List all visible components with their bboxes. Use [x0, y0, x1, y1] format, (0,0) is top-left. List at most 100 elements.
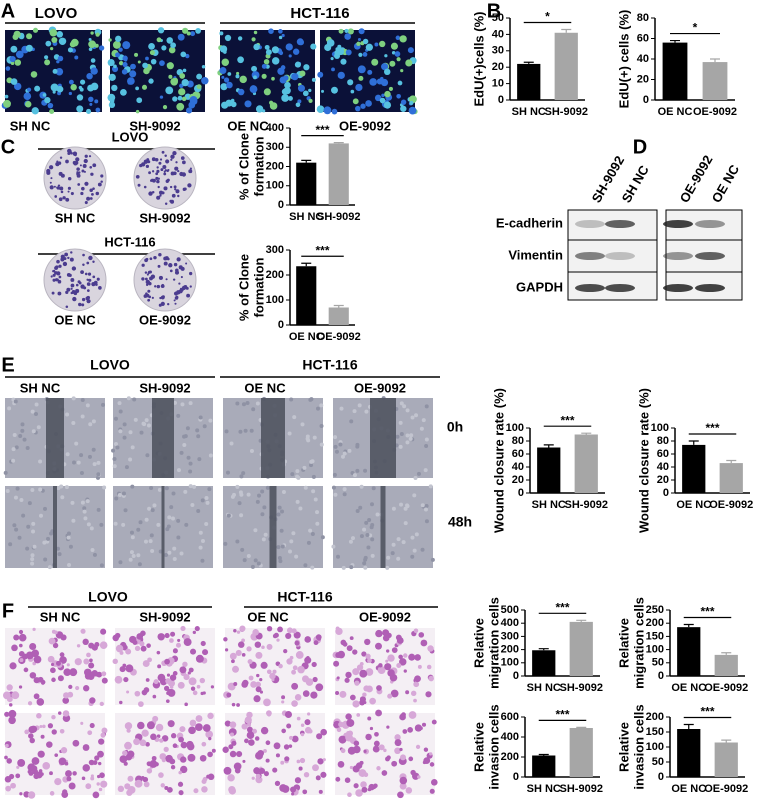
- cell: [117, 492, 122, 497]
- cell: [136, 97, 143, 104]
- colony: [169, 199, 173, 203]
- cell: [377, 666, 386, 674]
- cell: [12, 523, 17, 528]
- cell: [125, 664, 134, 673]
- cell: [246, 646, 252, 652]
- cell: [66, 531, 71, 536]
- bar: [296, 162, 317, 205]
- x-tick-label: SH NC: [527, 783, 561, 795]
- cell: [352, 700, 360, 708]
- colony: [91, 192, 94, 196]
- cell: [235, 401, 240, 406]
- cell: [50, 662, 55, 667]
- y-axis-label: Wound closure rate (%): [636, 388, 651, 533]
- cell: [70, 38, 79, 47]
- cell: [424, 437, 429, 442]
- cell: [389, 673, 398, 682]
- colony: [56, 278, 59, 282]
- bar: [719, 463, 743, 493]
- y-tick-label: 300: [266, 244, 284, 256]
- cell: [231, 659, 235, 664]
- cell: [397, 80, 403, 86]
- cell: [414, 654, 421, 661]
- cell: [201, 76, 209, 85]
- cell: [347, 79, 354, 86]
- y-axis-label: migration cells: [631, 597, 646, 689]
- colony: [76, 173, 81, 178]
- cell: [88, 662, 95, 669]
- cell: [52, 68, 58, 74]
- cell: [342, 487, 347, 492]
- y-tick-label: 500: [501, 604, 519, 616]
- y-tick-label: 0: [663, 487, 669, 499]
- y-tick-label: 100: [646, 741, 664, 753]
- cell: [17, 759, 26, 767]
- cell: [186, 740, 194, 749]
- cell: [83, 685, 90, 692]
- bar: [714, 742, 738, 777]
- cell: [195, 715, 203, 722]
- cell: [320, 771, 327, 778]
- cell: [374, 94, 382, 102]
- cell: [25, 546, 30, 551]
- cell: [220, 83, 228, 91]
- cell: [260, 512, 265, 517]
- cell: [35, 771, 43, 779]
- cell: [415, 744, 421, 750]
- colony: [149, 276, 153, 281]
- cell: [236, 71, 240, 76]
- cell: [66, 776, 72, 782]
- cell: [205, 730, 213, 739]
- colony: [81, 186, 85, 191]
- colony: [92, 163, 97, 168]
- cell: [166, 786, 173, 793]
- y-axis-label: Relative: [471, 722, 486, 772]
- colony: [160, 168, 164, 172]
- cell: [100, 628, 107, 635]
- cell: [13, 30, 21, 38]
- cell: [122, 750, 128, 756]
- cell: [184, 702, 188, 707]
- cell: [269, 100, 274, 105]
- colony: [153, 255, 157, 260]
- cell: [31, 521, 36, 526]
- colony: [167, 302, 170, 306]
- y-axis-label: EdU(+)cells (%): [471, 12, 486, 107]
- cell: [399, 401, 404, 406]
- cell: [385, 565, 390, 570]
- cell: [308, 98, 313, 103]
- panel-label: E: [1, 354, 14, 376]
- cell: [50, 46, 54, 51]
- cell: [400, 105, 407, 112]
- cell: [269, 672, 276, 680]
- cell: [312, 435, 317, 440]
- cell: [251, 407, 256, 412]
- colony: [85, 296, 90, 301]
- blot-band: [575, 220, 605, 228]
- cell: [42, 540, 47, 545]
- cell: [276, 638, 280, 642]
- cell: [423, 757, 431, 764]
- cell: [291, 735, 299, 743]
- cell: [413, 681, 420, 688]
- cell: [290, 472, 295, 477]
- cell: [198, 545, 203, 550]
- micrograph: [115, 712, 216, 796]
- cell: [399, 432, 404, 437]
- x-tick-label: SH-9092: [317, 211, 360, 223]
- cell: [86, 72, 93, 80]
- cell: [416, 471, 421, 476]
- cell: [430, 779, 438, 786]
- y-tick-label: 400: [266, 122, 284, 134]
- cell: [263, 58, 270, 65]
- cell: [236, 750, 243, 758]
- cell: [396, 537, 401, 542]
- colony: [146, 273, 149, 276]
- cell: [168, 74, 173, 79]
- bar: [532, 650, 556, 676]
- micrograph: [107, 27, 209, 114]
- cell: [342, 451, 347, 456]
- error-bar: [683, 623, 694, 628]
- cell: [46, 536, 51, 541]
- cell: [227, 774, 235, 782]
